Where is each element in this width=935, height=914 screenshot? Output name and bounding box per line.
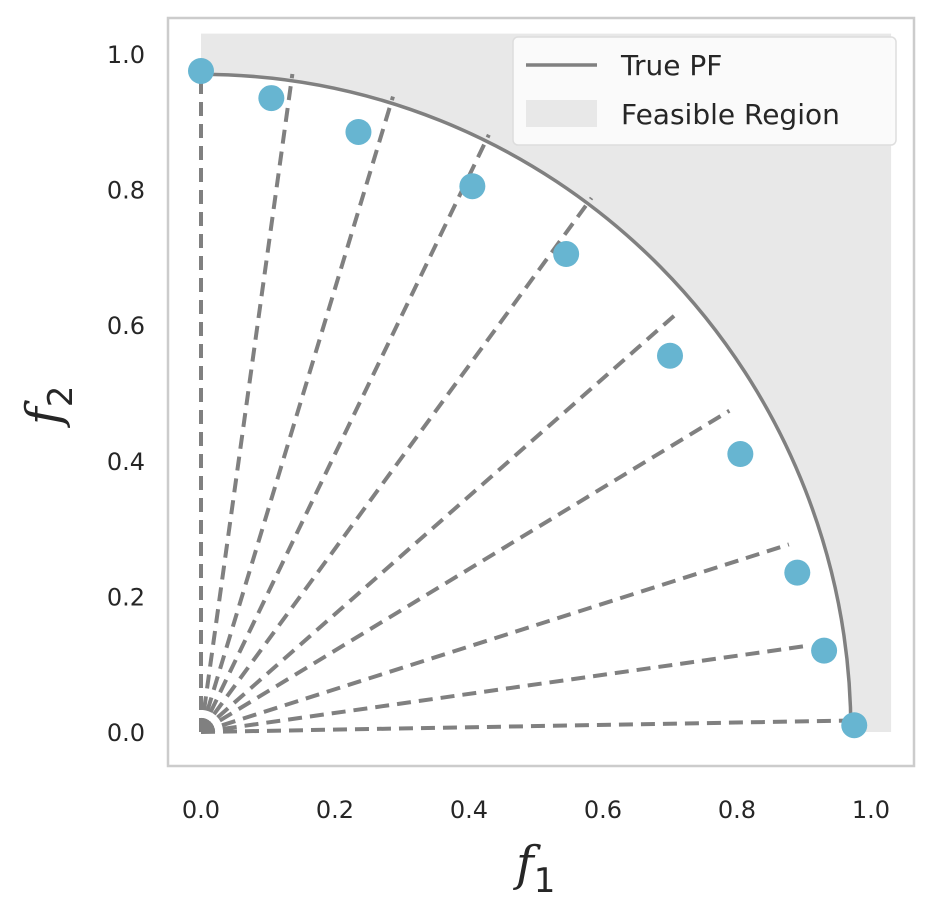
weight-ray: [200, 542, 790, 734]
x-axis-label: f1: [513, 836, 555, 901]
weight-ray: [200, 718, 845, 734]
y-tick-label: 0.8: [107, 177, 145, 205]
y-tick-label: 1.0: [107, 41, 145, 69]
solution-point: [811, 637, 838, 664]
x-tick-label: 1.0: [852, 796, 890, 824]
y-tick-label: 0.6: [107, 312, 145, 340]
legend-feasible-swatch: [526, 100, 597, 127]
solution-point: [784, 559, 811, 586]
weight-ray: [199, 409, 731, 734]
solution-point: [188, 57, 214, 84]
y-tick-labels: 0.0 0.2 0.4 0.6 0.8 1.0: [107, 41, 145, 747]
x-tick-labels: 0.0 0.2 0.4 0.6 0.8 1.0: [182, 796, 890, 824]
legend-box: [512, 36, 897, 146]
solution-points: [188, 57, 868, 739]
y-axis-label: f2: [16, 386, 81, 428]
solution-point: [258, 85, 285, 112]
x-tick-label: 0.2: [316, 796, 354, 824]
weight-ray: [199, 133, 491, 733]
legend: True PF Feasible Region: [512, 36, 897, 146]
true-pf-line: [200, 72, 853, 733]
x-tick-label: 0.8: [718, 796, 756, 824]
solution-point: [657, 342, 683, 369]
solution-point: [841, 712, 868, 739]
y-tick-label: 0.0: [107, 719, 145, 747]
legend-feasible-label: Feasible Region: [621, 98, 840, 131]
weight-ray: [199, 312, 678, 734]
x-axis-label-sub: 1: [534, 861, 556, 901]
solution-point: [459, 173, 486, 200]
weight-rays: [199, 73, 845, 734]
feasible-region: [201, 33, 892, 733]
x-tick-label: 0.4: [450, 796, 488, 824]
solution-point: [727, 441, 754, 468]
weight-ray: [200, 644, 806, 734]
legend-true-pf-label: True PF: [620, 49, 722, 82]
weight-ray: [199, 73, 295, 733]
y-tick-label: 0.2: [107, 583, 145, 611]
y-axis-label-group: f2: [16, 386, 81, 428]
weight-ray: [199, 196, 594, 734]
y-tick-label: 0.4: [107, 448, 145, 476]
solution-point: [553, 241, 580, 268]
solution-point: [345, 118, 372, 145]
y-axis-label-sub: 2: [41, 386, 81, 408]
x-tick-label: 0.6: [584, 796, 622, 824]
weight-ray: [199, 96, 395, 733]
x-tick-label: 0.0: [182, 796, 220, 824]
